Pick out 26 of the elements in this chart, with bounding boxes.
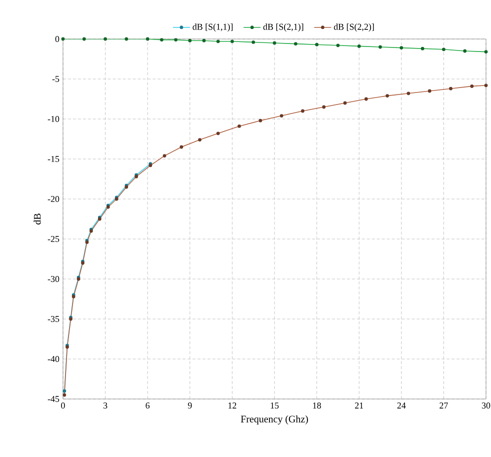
y-axis-title: dB <box>34 214 41 224</box>
y-tick-label: -45 <box>48 396 60 402</box>
y-tick-label: -20 <box>48 196 60 202</box>
x-axis-title: Frequency (Ghz) <box>240 415 308 424</box>
x-tick-label: 12 <box>228 402 236 408</box>
x-tick-label: 24 <box>397 402 406 408</box>
y-tick-label: -15 <box>48 156 60 162</box>
y-tick-label: -25 <box>48 236 60 242</box>
y-tick-label: 0 <box>55 36 60 42</box>
y-tick-label: -35 <box>48 316 60 322</box>
legend-label: dB [S(2,2)] <box>334 24 374 32</box>
y-tick-label: -10 <box>48 116 60 122</box>
x-tick-label: 15 <box>270 402 279 409</box>
x-tick-label: 21 <box>355 402 364 408</box>
y-tick-label: -40 <box>48 356 60 362</box>
x-tick-label: 9 <box>188 402 192 409</box>
legend-label: dB [S(1,1)] <box>192 24 233 32</box>
x-tick-label: 0 <box>61 402 65 409</box>
x-tick-label: 27 <box>440 402 448 408</box>
x-tick-label: 18 <box>313 402 321 409</box>
y-tick-label: -5 <box>52 76 60 82</box>
legend-label: dB [S(2,1)] <box>263 24 304 32</box>
y-tick-label: -30 <box>48 276 60 282</box>
x-tick-label: 3 <box>103 402 108 409</box>
x-tick-label: 30 <box>482 402 490 409</box>
x-tick-label: 6 <box>146 402 150 409</box>
